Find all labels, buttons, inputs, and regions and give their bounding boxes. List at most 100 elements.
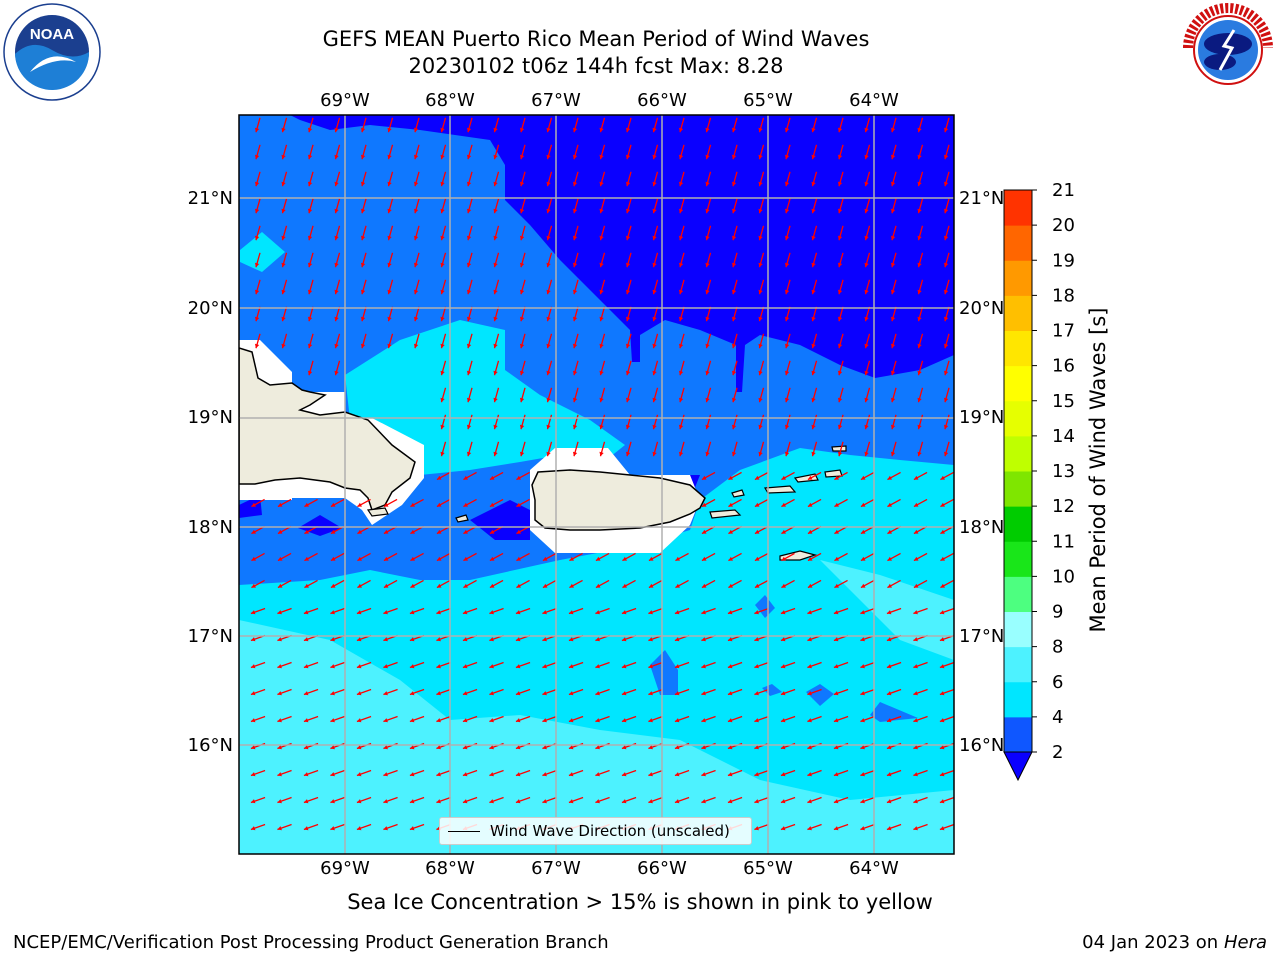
wave-direction-arrow xyxy=(913,769,928,777)
wave-direction-arrow xyxy=(807,715,822,723)
wave-direction-arrow xyxy=(466,171,473,187)
colorbar-tick-label: 19 xyxy=(1052,250,1075,271)
noaa-logo: NOAA xyxy=(3,3,101,101)
wave-direction-arrow xyxy=(727,661,743,669)
wave-direction-arrow xyxy=(307,198,314,214)
wave-direction-arrow xyxy=(330,769,345,777)
wave-direction-arrow xyxy=(940,498,954,508)
wave-direction-arrow xyxy=(780,796,796,804)
wave-direction-arrow xyxy=(595,688,610,696)
wave-direction-arrow xyxy=(440,414,447,430)
wave-direction-arrow xyxy=(758,144,765,160)
wave-direction-arrow xyxy=(758,171,765,187)
wave-direction-arrow xyxy=(519,441,526,457)
wave-direction-arrow xyxy=(705,441,712,457)
wave-direction-arrow xyxy=(784,387,791,403)
wave-direction-arrow xyxy=(939,661,954,669)
wave-direction-arrow xyxy=(648,715,663,723)
wave-direction-arrow xyxy=(625,252,632,268)
nws-logo xyxy=(1181,3,1275,97)
wave-direction-arrow xyxy=(356,715,372,723)
wave-direction-arrow xyxy=(254,117,261,133)
wave-direction-arrow xyxy=(277,715,292,723)
wave-direction-arrow xyxy=(625,117,632,133)
wave-direction-arrow xyxy=(281,306,288,322)
wave-direction-arrow xyxy=(334,333,341,349)
wave-direction-arrow xyxy=(890,387,897,403)
wave-direction-arrow xyxy=(648,688,663,696)
wave-direction-arrow xyxy=(251,552,265,562)
wave-direction-arrow xyxy=(595,579,610,589)
wave-direction-arrow xyxy=(307,144,314,160)
colorbar-tick-label: 20 xyxy=(1052,215,1075,236)
lat-label-right: 20°N xyxy=(959,298,1004,319)
wave-direction-arrow xyxy=(860,796,875,804)
chart-title: GEFS MEAN Puerto Rico Mean Period of Win… xyxy=(322,27,870,51)
wave-direction-arrow xyxy=(705,387,712,403)
wave-direction-arrow xyxy=(387,117,394,133)
wave-direction-arrow xyxy=(727,769,743,777)
colorbar-label: Mean Period of Wind Waves [s] xyxy=(1086,307,1110,633)
wave-direction-arrow xyxy=(251,579,265,589)
wave-direction-arrow xyxy=(383,661,398,669)
wave-direction-arrow xyxy=(307,117,314,133)
wave-direction-arrow xyxy=(281,171,288,187)
wave-direction-arrow xyxy=(652,414,659,430)
wave-direction-arrow xyxy=(860,471,875,481)
lat-label-right: 17°N xyxy=(959,626,1004,647)
wave-direction-arrow xyxy=(466,333,473,349)
wave-direction-arrow xyxy=(493,333,500,349)
wave-direction-arrow xyxy=(807,769,822,777)
wave-direction-arrow xyxy=(595,796,610,804)
wave-direction-arrow xyxy=(864,252,871,268)
wave-direction-arrow xyxy=(784,333,791,349)
wave-direction-arrow xyxy=(913,715,928,723)
wave-direction-arrow xyxy=(383,579,398,589)
wave-direction-arrow xyxy=(917,225,924,241)
wave-direction-arrow xyxy=(493,279,500,295)
wave-direction-arrow xyxy=(304,498,318,508)
wave-direction-arrow xyxy=(939,796,954,804)
wave-direction-arrow xyxy=(515,607,531,615)
wave-direction-arrow xyxy=(409,796,425,804)
wave-direction-arrow xyxy=(758,360,765,376)
footer-branch: NCEP/EMC/Verification Post Processing Pr… xyxy=(13,932,609,953)
wave-direction-arrow xyxy=(281,333,288,349)
wave-direction-arrow xyxy=(250,607,266,615)
wave-direction-arrow xyxy=(939,607,954,615)
wave-direction-arrow xyxy=(493,414,500,430)
wave-direction-arrow xyxy=(546,414,553,430)
wave-direction-arrow xyxy=(731,414,738,430)
colorbar-segment xyxy=(1004,611,1032,648)
wave-direction-arrow xyxy=(811,360,818,376)
wave-direction-arrow xyxy=(890,252,897,268)
colorbar-tick-label: 4 xyxy=(1052,707,1063,728)
wave-direction-arrow xyxy=(440,171,447,187)
wave-direction-arrow xyxy=(360,279,367,295)
wave-direction-arrow xyxy=(943,225,950,241)
wave-direction-arrow xyxy=(466,117,473,133)
lon-label-top: 67°W xyxy=(531,90,581,111)
wave-direction-arrow xyxy=(466,387,473,403)
wave-direction-arrow xyxy=(546,117,553,133)
wave-direction-arrow xyxy=(864,117,871,133)
lon-label-top: 69°W xyxy=(320,90,370,111)
wave-direction-arrow xyxy=(383,607,398,615)
wave-direction-arrow xyxy=(303,823,319,831)
wave-direction-arrow xyxy=(569,579,583,589)
wave-direction-arrow xyxy=(864,171,871,187)
lat-label-right: 19°N xyxy=(959,407,1004,428)
wave-direction-arrow xyxy=(599,414,606,430)
wave-direction-arrow xyxy=(833,715,849,723)
wave-direction-arrow xyxy=(489,769,504,777)
wave-direction-arrow xyxy=(758,333,765,349)
wave-direction-arrow xyxy=(648,796,663,804)
wave-direction-arrow xyxy=(890,414,897,430)
colorbar-segment xyxy=(1004,471,1032,507)
wave-direction-arrow xyxy=(887,552,901,562)
wave-direction-arrow xyxy=(811,279,818,295)
wave-direction-arrow xyxy=(436,498,451,508)
wave-direction-arrow xyxy=(943,414,950,430)
wave-direction-arrow xyxy=(834,498,848,508)
wave-direction-arrow xyxy=(943,279,950,295)
